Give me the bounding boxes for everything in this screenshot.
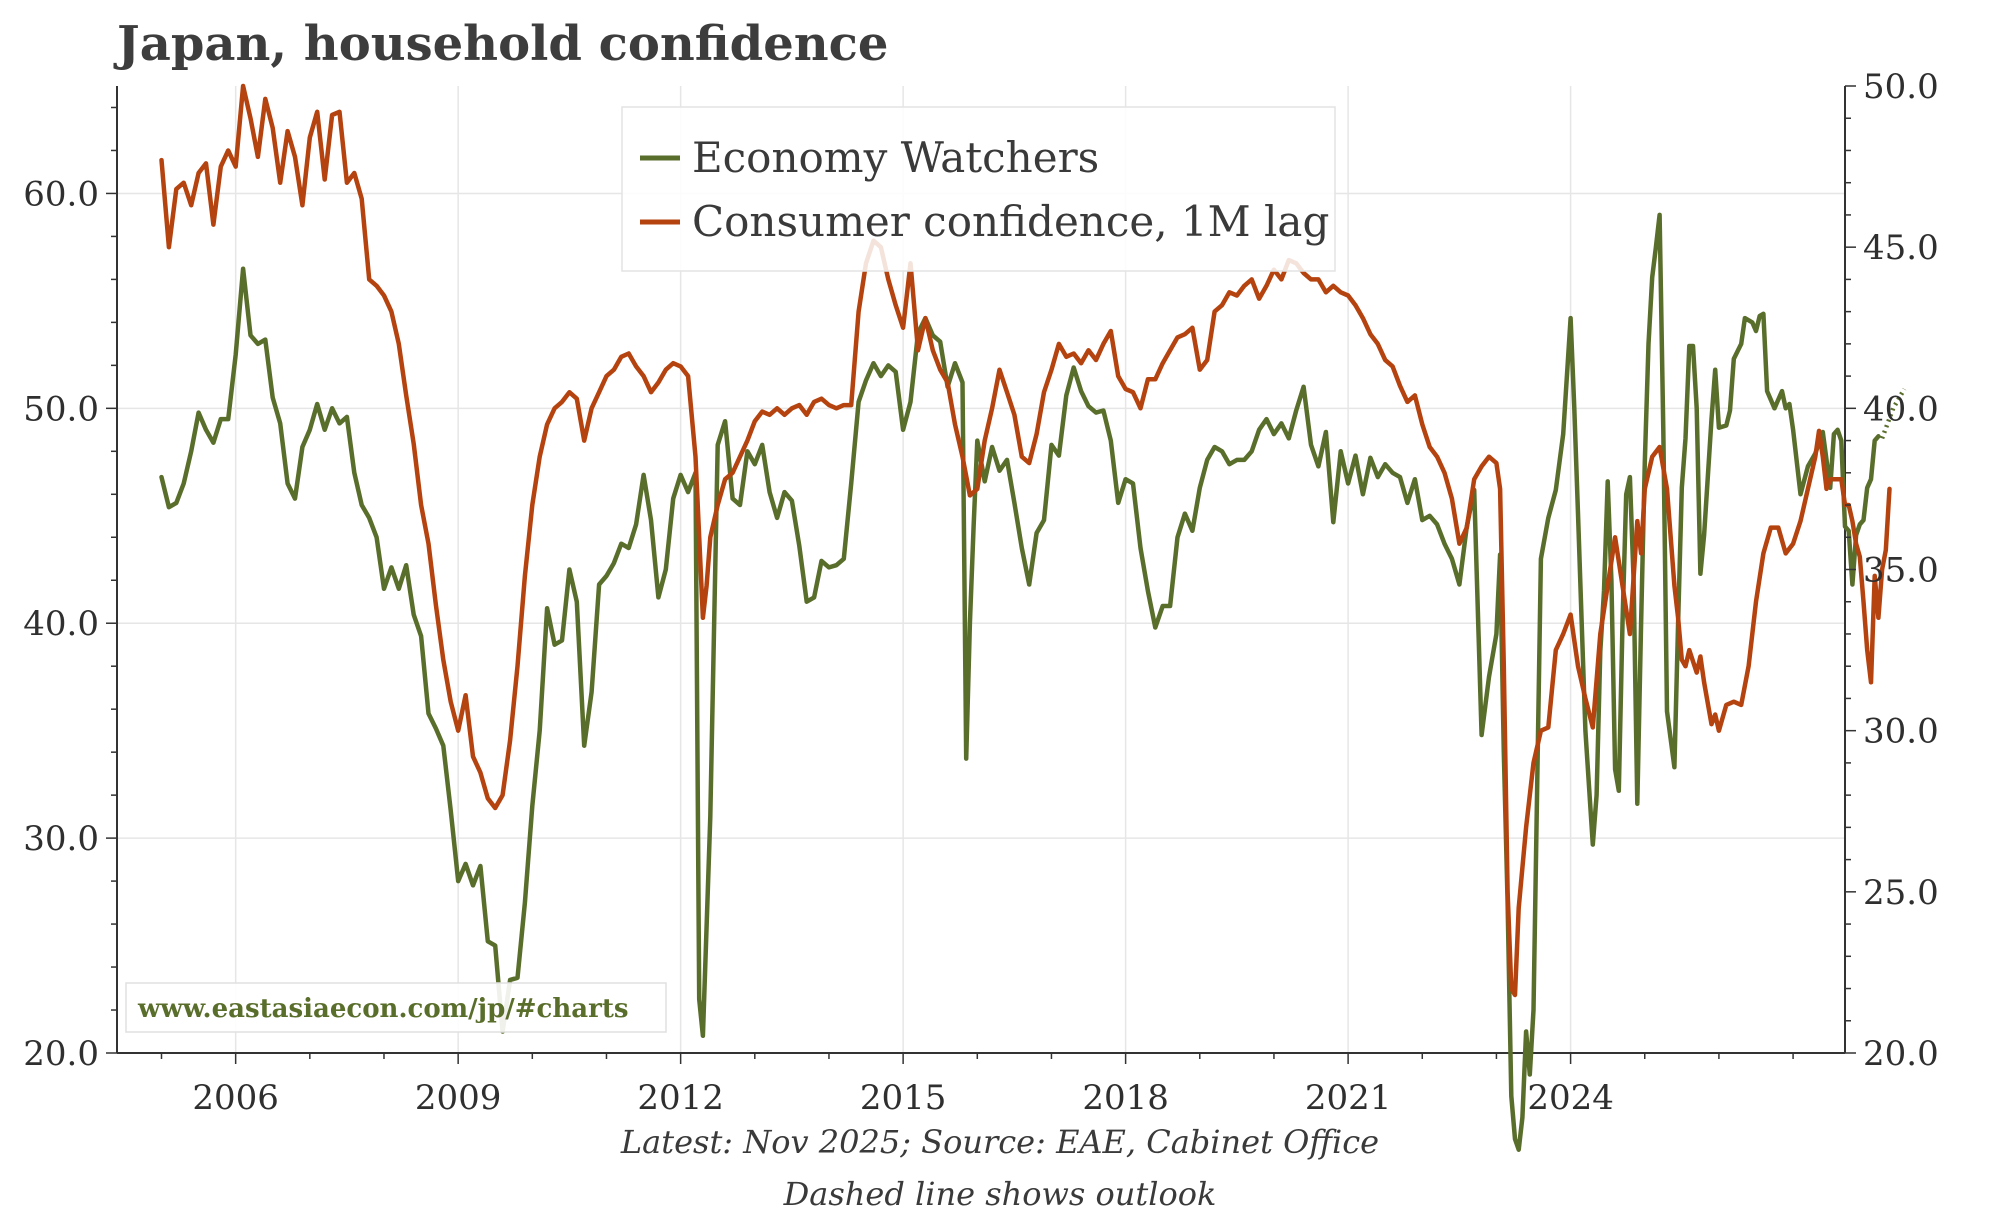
watermark-box — [125, 982, 667, 1033]
x-tick-label: 2015 — [860, 1078, 947, 1118]
right-tick-label: 35.0 — [1863, 551, 1939, 591]
x-tick-label: 2009 — [415, 1078, 502, 1118]
right-tick-label: 30.0 — [1863, 712, 1939, 752]
footer-source: Latest: Nov 2025; Source: EAE, Cabinet O… — [620, 1123, 1379, 1161]
chart-title: Japan, household confidence — [113, 16, 888, 72]
series-layer — [159, 83, 1907, 1152]
legend: Economy Watchers Consumer confidence, 1M… — [621, 106, 1336, 272]
footer-note: Dashed line shows outlook — [783, 1175, 1217, 1212]
legend-label-economy-watchers: Economy Watchers — [692, 133, 1099, 182]
watermark: www.eastasiaecon.com/jp/#charts — [125, 982, 667, 1033]
right-tick-label: 45.0 — [1863, 228, 1939, 268]
left-tick-label: 20.0 — [23, 1034, 99, 1074]
axes-layer: 20.0 30.0 40.0 50.0 60.0 20.0 25.0 30.0 35.0 40.0… — [23, 67, 1938, 1118]
x-tick-label: 2021 — [1305, 1078, 1392, 1118]
x-tick-label: 2018 — [1082, 1078, 1169, 1118]
left-tick-label: 40.0 — [23, 604, 99, 644]
right-tick-label: 25.0 — [1863, 873, 1939, 913]
legend-label-consumer-confidence: Consumer confidence, 1M lag — [692, 197, 1329, 246]
left-tick-label: 50.0 — [23, 389, 99, 429]
right-tick-label: 40.0 — [1863, 389, 1939, 429]
right-tick-label: 20.0 — [1863, 1034, 1939, 1074]
series-economy-watchers-line — [159, 212, 1881, 1152]
left-tick-label: 60.0 — [23, 174, 99, 214]
legend-box — [621, 106, 1336, 272]
watermark-text: www.eastasiaecon.com/jp/#charts — [137, 994, 628, 1024]
right-tick-label: 50.0 — [1863, 67, 1939, 107]
x-tick-label: 2012 — [637, 1078, 724, 1118]
left-tick-label: 30.0 — [23, 819, 99, 859]
x-tick-label: 2024 — [1527, 1078, 1614, 1118]
series-consumer-confidence-line — [159, 83, 1892, 998]
x-tick-label: 2006 — [192, 1078, 279, 1118]
